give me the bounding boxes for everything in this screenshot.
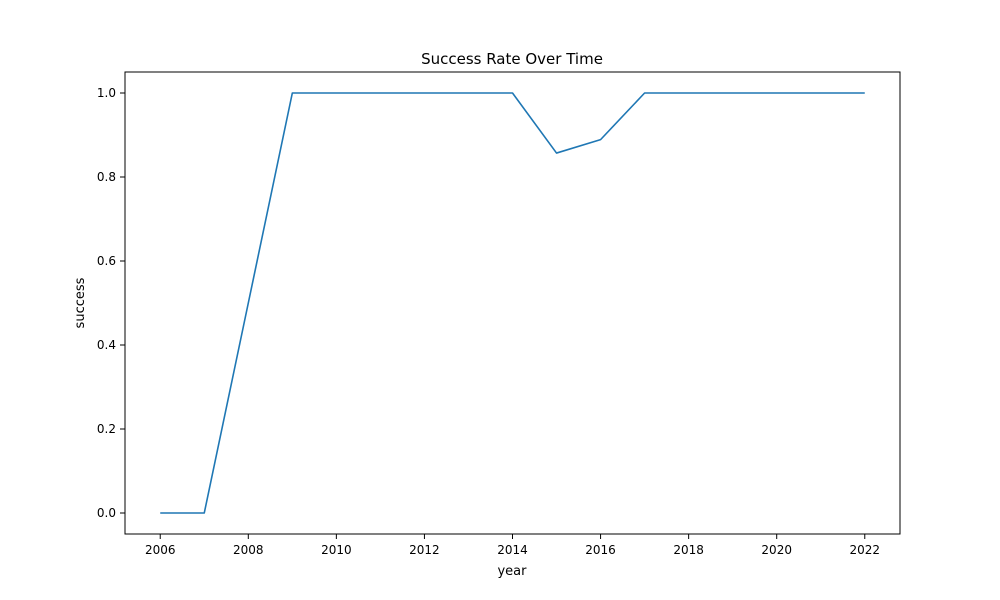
y-axis: 0.0 0.2 0.4 0.6 0.8 1.0	[97, 86, 125, 520]
x-axis: 2006 2008 2010 2012 2014 2016 2018 2020 2022	[145, 534, 880, 557]
x-tick-label: 2020	[761, 543, 792, 557]
x-tick-label: 2012	[409, 543, 440, 557]
x-tick-label: 2018	[673, 543, 704, 557]
x-axis-label: year	[497, 564, 527, 579]
x-tick-label: 2006	[145, 543, 176, 557]
x-tick-label: 2008	[233, 543, 264, 557]
y-tick-label: 0.8	[97, 170, 116, 184]
y-tick-label: 1.0	[97, 86, 116, 100]
plot-area	[124, 71, 901, 535]
series-layer	[160, 92, 865, 514]
chart-title: Success Rate Over Time	[421, 50, 603, 68]
y-axis-label: success	[73, 277, 88, 328]
series-line	[160, 92, 865, 514]
y-tick-label: 0.6	[97, 254, 116, 268]
y-tick-label: 0.4	[97, 338, 116, 352]
x-tick-label: 2016	[585, 543, 616, 557]
x-tick-label: 2022	[849, 543, 880, 557]
x-tick-label: 2014	[497, 543, 528, 557]
x-tick-label: 2010	[321, 543, 352, 557]
y-tick-label: 0.0	[97, 506, 116, 520]
y-tick-label: 0.2	[97, 422, 116, 436]
